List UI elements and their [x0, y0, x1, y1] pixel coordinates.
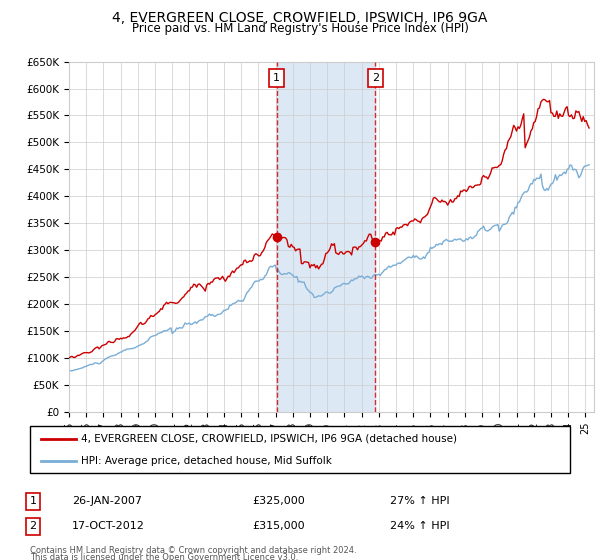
Text: Price paid vs. HM Land Registry's House Price Index (HPI): Price paid vs. HM Land Registry's House … — [131, 22, 469, 35]
Text: 4, EVERGREEN CLOSE, CROWFIELD, IPSWICH, IP6 9GA: 4, EVERGREEN CLOSE, CROWFIELD, IPSWICH, … — [112, 11, 488, 25]
Text: £315,000: £315,000 — [252, 521, 305, 531]
Text: Contains HM Land Registry data © Crown copyright and database right 2024.: Contains HM Land Registry data © Crown c… — [30, 546, 356, 555]
Text: 1: 1 — [273, 73, 280, 83]
Bar — [277, 62, 375, 412]
Text: £325,000: £325,000 — [252, 496, 305, 506]
Text: 27% ↑ HPI: 27% ↑ HPI — [390, 496, 449, 506]
Text: 2: 2 — [29, 521, 37, 531]
Text: 26-JAN-2007: 26-JAN-2007 — [72, 496, 142, 506]
Text: 24% ↑ HPI: 24% ↑ HPI — [390, 521, 449, 531]
Text: HPI: Average price, detached house, Mid Suffolk: HPI: Average price, detached house, Mid … — [82, 456, 332, 466]
Text: 2: 2 — [371, 73, 379, 83]
Text: This data is licensed under the Open Government Licence v3.0.: This data is licensed under the Open Gov… — [30, 553, 298, 560]
Text: 17-OCT-2012: 17-OCT-2012 — [72, 521, 145, 531]
FancyBboxPatch shape — [30, 426, 570, 473]
Text: 1: 1 — [29, 496, 37, 506]
Text: 4, EVERGREEN CLOSE, CROWFIELD, IPSWICH, IP6 9GA (detached house): 4, EVERGREEN CLOSE, CROWFIELD, IPSWICH, … — [82, 434, 457, 444]
